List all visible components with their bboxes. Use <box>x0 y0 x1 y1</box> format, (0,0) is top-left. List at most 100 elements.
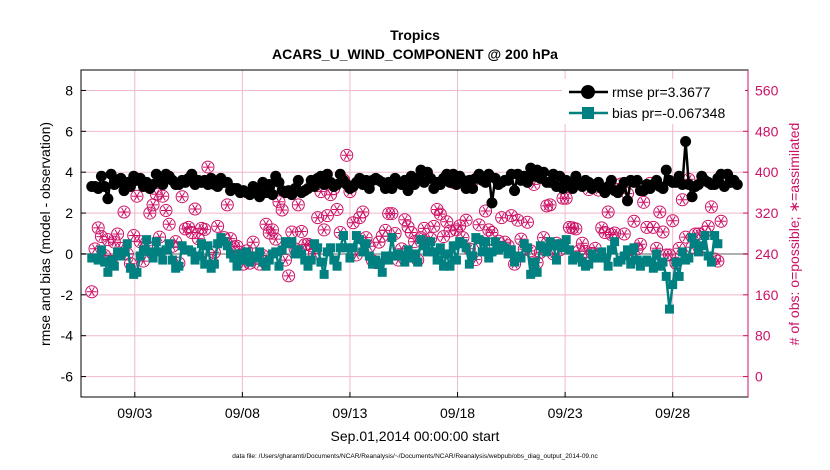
bias-point <box>619 251 629 261</box>
obs-assimilated-point <box>480 206 491 216</box>
obs-assimilated-point <box>212 221 223 231</box>
obs-assimilated-point <box>603 207 614 217</box>
bias-point <box>316 257 326 267</box>
bias-point <box>548 241 558 251</box>
bias-point <box>235 249 245 259</box>
bias-point <box>193 251 203 261</box>
bias-point <box>674 271 684 281</box>
bias-point <box>661 271 671 281</box>
bias-point <box>151 237 161 247</box>
obs-assimilated-point <box>406 227 417 238</box>
bias-point <box>632 255 642 265</box>
bias-point <box>297 249 307 259</box>
bias-point <box>516 253 526 263</box>
legend-rmse-label: rmse pr=3.3677 <box>612 84 711 100</box>
bias-point <box>238 255 248 265</box>
obs-possible-point <box>433 207 447 221</box>
bias-point <box>677 247 687 257</box>
bias-point <box>413 257 423 267</box>
obs-assimilated-point <box>506 211 517 221</box>
bias-point <box>329 255 339 265</box>
rmse-point <box>686 191 698 203</box>
y-tick-label-right: 560 <box>755 82 779 98</box>
obs-possible-point <box>504 209 518 223</box>
obs-assimilated-point <box>357 207 368 217</box>
bias-point <box>481 237 491 247</box>
chart-subtitle: ACARS_U_WIND_COMPONENT @ 200 hPa <box>272 46 558 62</box>
obs-assimilated-point <box>261 219 271 229</box>
bias-point <box>338 231 348 241</box>
obs-assimilated-point <box>267 225 278 235</box>
bias-point <box>422 247 432 257</box>
x-axis-label: Sep.01,2014 00:00:00 start <box>331 428 500 444</box>
obs-possible-point <box>479 204 493 218</box>
obs-possible-point <box>543 198 557 212</box>
bias-point <box>529 257 539 267</box>
obs-assimilated-point <box>599 227 610 238</box>
bias-point <box>213 239 223 249</box>
rmse-point <box>467 183 479 195</box>
obs-assimilated-point <box>270 234 281 244</box>
bias-point <box>564 245 574 255</box>
bias-point <box>671 257 681 267</box>
obs-assimilated-point <box>109 237 120 247</box>
bias-point <box>397 251 407 261</box>
bias-point <box>132 267 142 277</box>
bias-point <box>468 251 478 261</box>
bias-point <box>167 255 177 265</box>
bias-point <box>174 261 184 271</box>
obs-possible-point <box>111 227 125 241</box>
obs-assimilated-point <box>248 237 259 247</box>
obs-assimilated-point <box>180 224 191 234</box>
obs-possible-point <box>295 224 309 238</box>
bias-point <box>161 245 171 255</box>
obs-possible-point <box>85 285 99 299</box>
bias-point <box>287 237 297 247</box>
bias-point <box>348 243 358 253</box>
bias-point <box>377 267 387 277</box>
x-tick-label: 09/23 <box>548 405 583 421</box>
obs-assimilated-point <box>283 271 294 281</box>
bias-point <box>203 241 213 251</box>
obs-possible-point <box>211 219 225 233</box>
bias-point <box>561 235 571 245</box>
bias-point <box>361 239 371 249</box>
bias-point <box>690 239 700 249</box>
obs-assimilated-point <box>454 221 465 231</box>
bias-point <box>342 243 352 253</box>
bias-point <box>623 245 633 255</box>
y-tick-label-left: -6 <box>61 369 74 385</box>
obs-assimilated-point <box>648 222 659 232</box>
rmse-point <box>731 178 743 190</box>
obs-assimilated-point <box>461 215 472 225</box>
bias-point <box>464 259 474 269</box>
obs-possible-point <box>601 205 615 219</box>
x-tick-label: 09/13 <box>332 405 367 421</box>
obs-assimilated-point <box>202 162 213 172</box>
bias-point <box>703 251 713 261</box>
obs-possible-point <box>346 216 360 230</box>
bias-point <box>500 243 510 253</box>
rmse-point <box>266 189 278 201</box>
obs-assimilated-point <box>86 287 97 297</box>
bias-point <box>155 247 165 257</box>
obs-possible-point <box>459 213 473 227</box>
obs-possible-point <box>220 198 234 212</box>
obs-possible-point <box>575 236 589 250</box>
bias-point <box>142 235 152 245</box>
x-tick-label: 09/28 <box>655 405 690 421</box>
obs-assimilated-point <box>428 221 439 231</box>
bias-point <box>706 257 716 267</box>
obs-possible-point <box>188 202 202 216</box>
obs-possible-point <box>598 225 612 239</box>
obs-assimilated-point <box>144 208 155 218</box>
bias-point <box>209 259 219 269</box>
obs-possible-point <box>417 221 431 235</box>
obs-assimilated-point <box>93 223 104 233</box>
bias-point <box>164 239 174 249</box>
obs-assimilated-point <box>348 218 359 228</box>
legend[interactable]: rmse pr=3.3677 bias pr=-0.067348 <box>562 79 745 124</box>
rmse-point <box>657 183 669 195</box>
rmse-point <box>99 180 111 192</box>
